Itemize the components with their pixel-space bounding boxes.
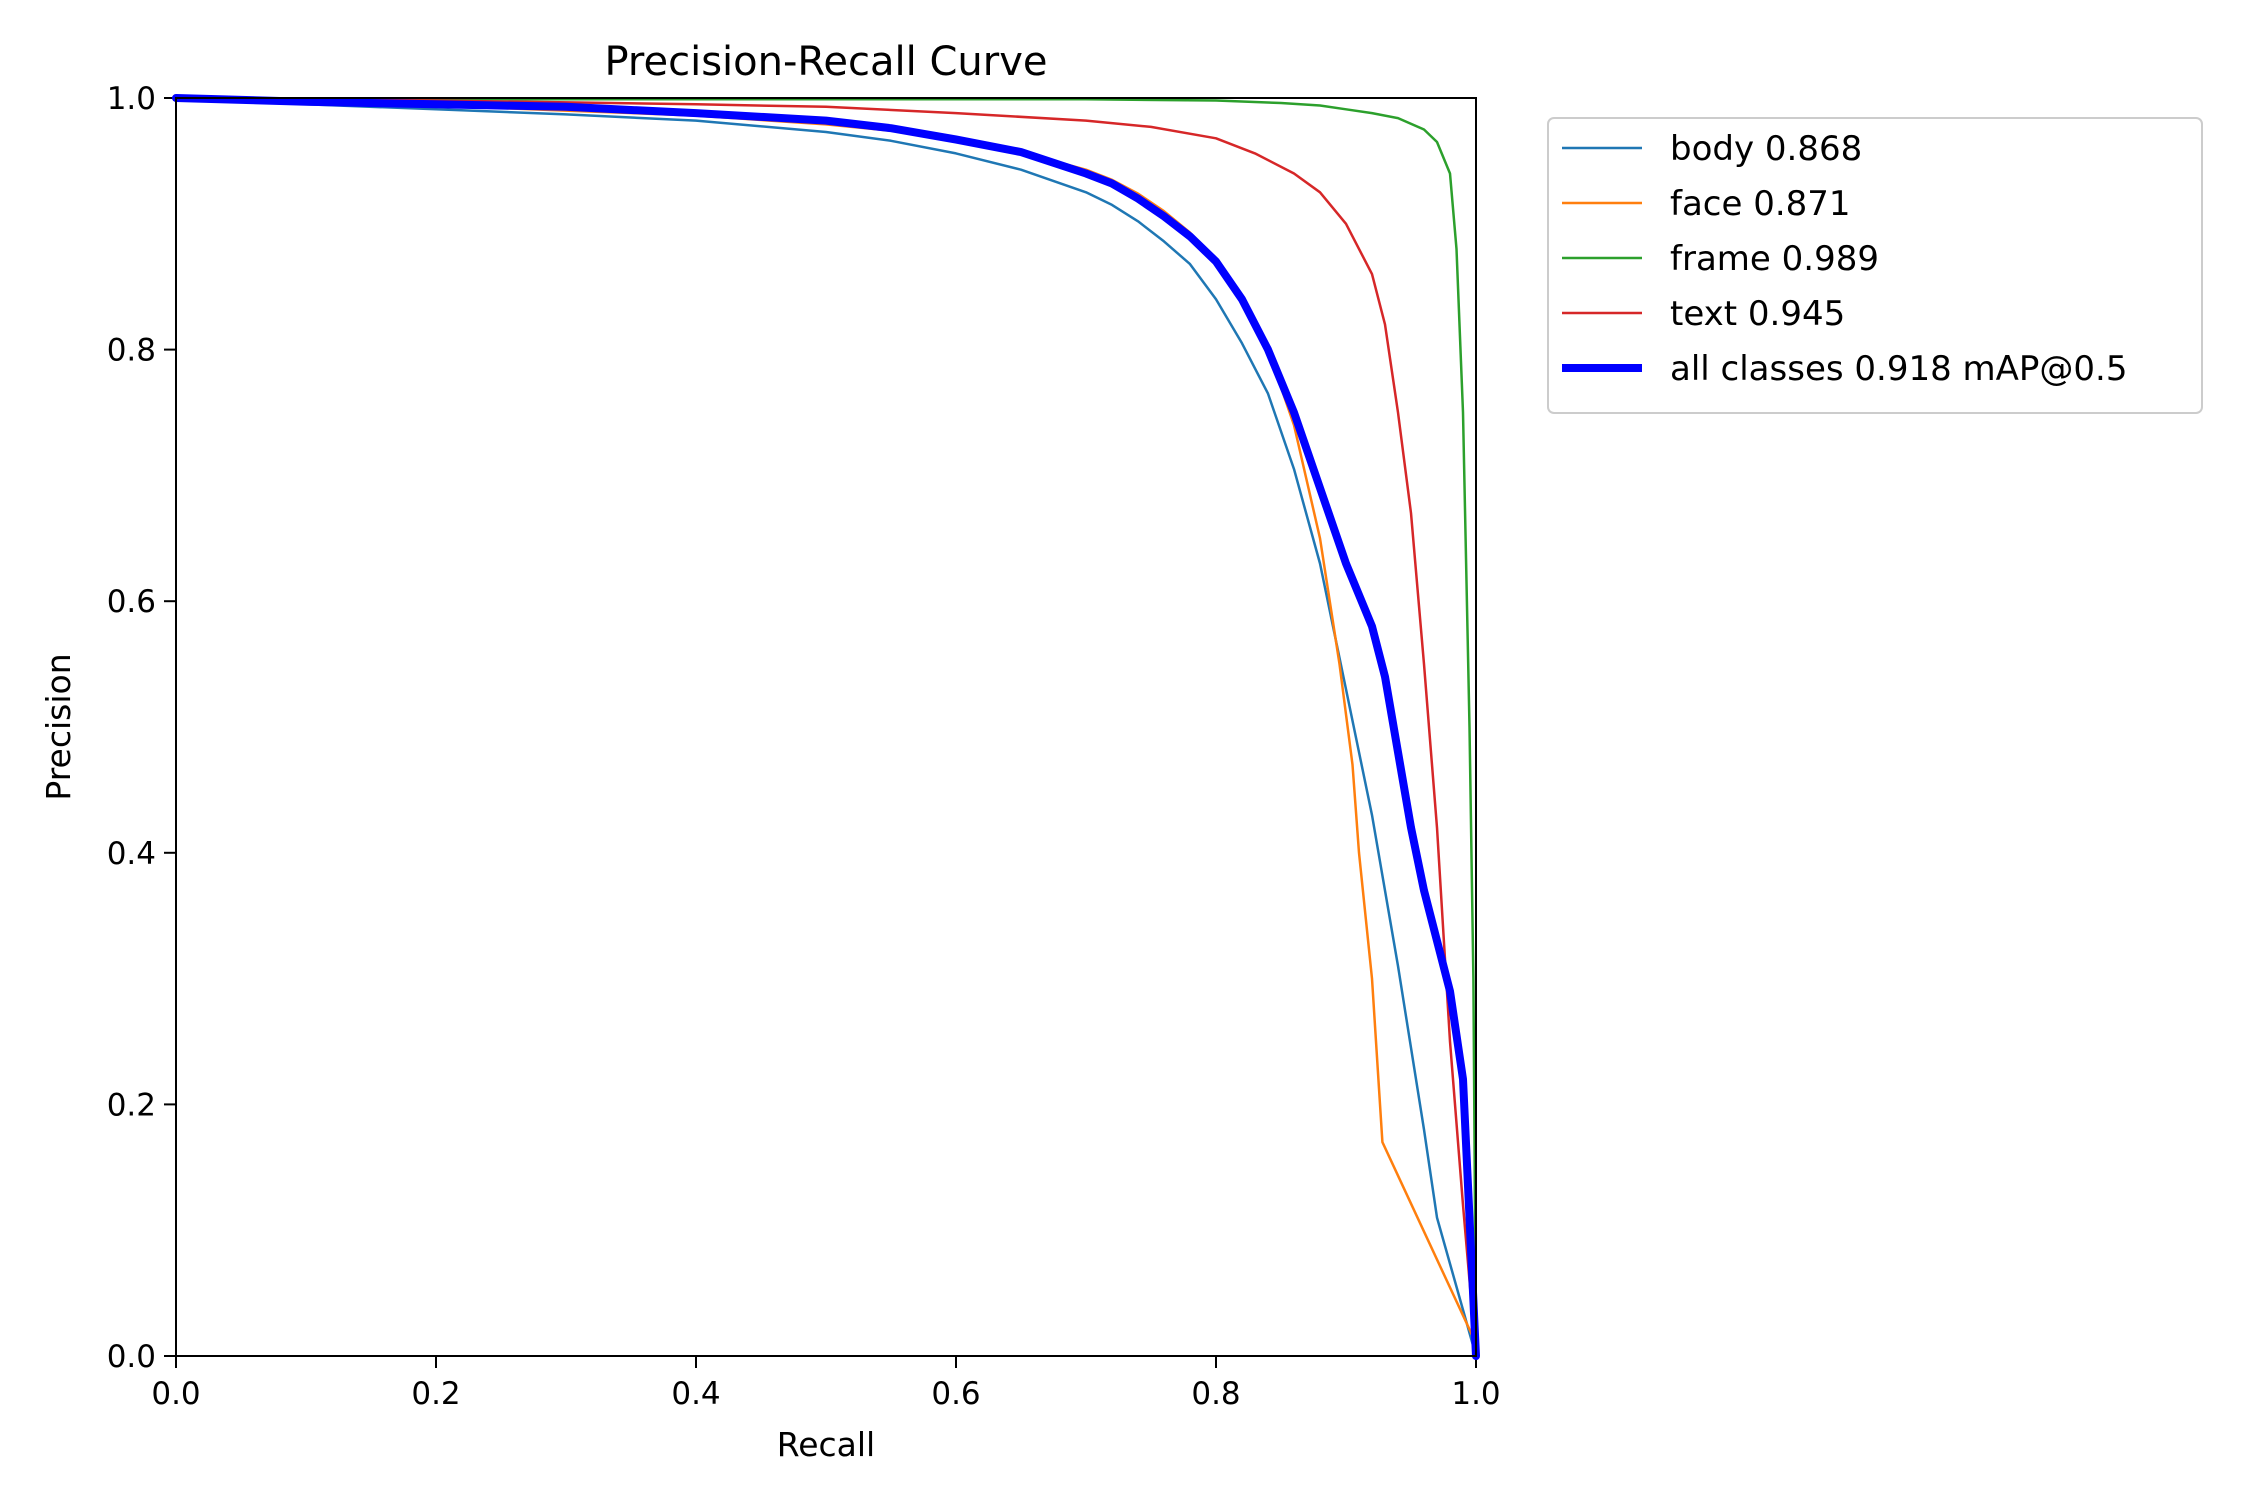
- series-line-2: [174, 96, 1478, 1358]
- x-axis-label: Recall: [777, 1425, 875, 1464]
- lines-layer: [172, 94, 1480, 1360]
- legend-entry: all classes 0.918 mAP@0.5: [1670, 349, 2127, 389]
- x-tick-label: 0.4: [671, 1376, 720, 1412]
- y-axis-label: Precision: [39, 653, 78, 800]
- y-tick-label: 0.2: [107, 1087, 156, 1123]
- legend-entry: body 0.868: [1670, 129, 1862, 169]
- y-tick-label: 0.8: [107, 333, 156, 369]
- legend-entry: frame 0.989: [1670, 239, 1879, 279]
- legend: body 0.868 face 0.871 frame 0.989 text 0.94…: [1547, 117, 2203, 414]
- series-line-0: [174, 96, 1478, 1358]
- x-tick-label: 1.0: [1451, 1376, 1500, 1412]
- x-tick-label: 0.8: [1191, 1376, 1240, 1412]
- series-line-3: [174, 96, 1478, 1358]
- y-tick-label: 0.6: [107, 584, 156, 620]
- series-line-4: [172, 94, 1480, 1360]
- legend-entry: face 0.871: [1670, 184, 1851, 224]
- y-tick-label: 0.0: [107, 1339, 156, 1375]
- legend-entry: text 0.945: [1670, 294, 1845, 334]
- x-tick-label: 0.6: [931, 1376, 980, 1412]
- y-tick-label: 1.0: [107, 81, 156, 117]
- x-tick-label: 0.0: [151, 1376, 200, 1412]
- plot-frame: [175, 97, 1477, 1357]
- ticks-layer: 0.0 0.2 0.4 0.6 0.8 1.0 0.0 0.2 0.4 0.6 0.8 1.0: [107, 81, 1501, 1412]
- series-line-1: [174, 96, 1478, 1345]
- chart-title: Precision-Recall Curve: [605, 39, 1048, 85]
- y-tick-label: 0.4: [107, 836, 156, 872]
- legend-items: body 0.868 face 0.871 frame 0.989 text 0.94…: [1562, 129, 2127, 389]
- legend-box: [1547, 117, 2203, 414]
- x-tick-label: 0.2: [411, 1376, 460, 1412]
